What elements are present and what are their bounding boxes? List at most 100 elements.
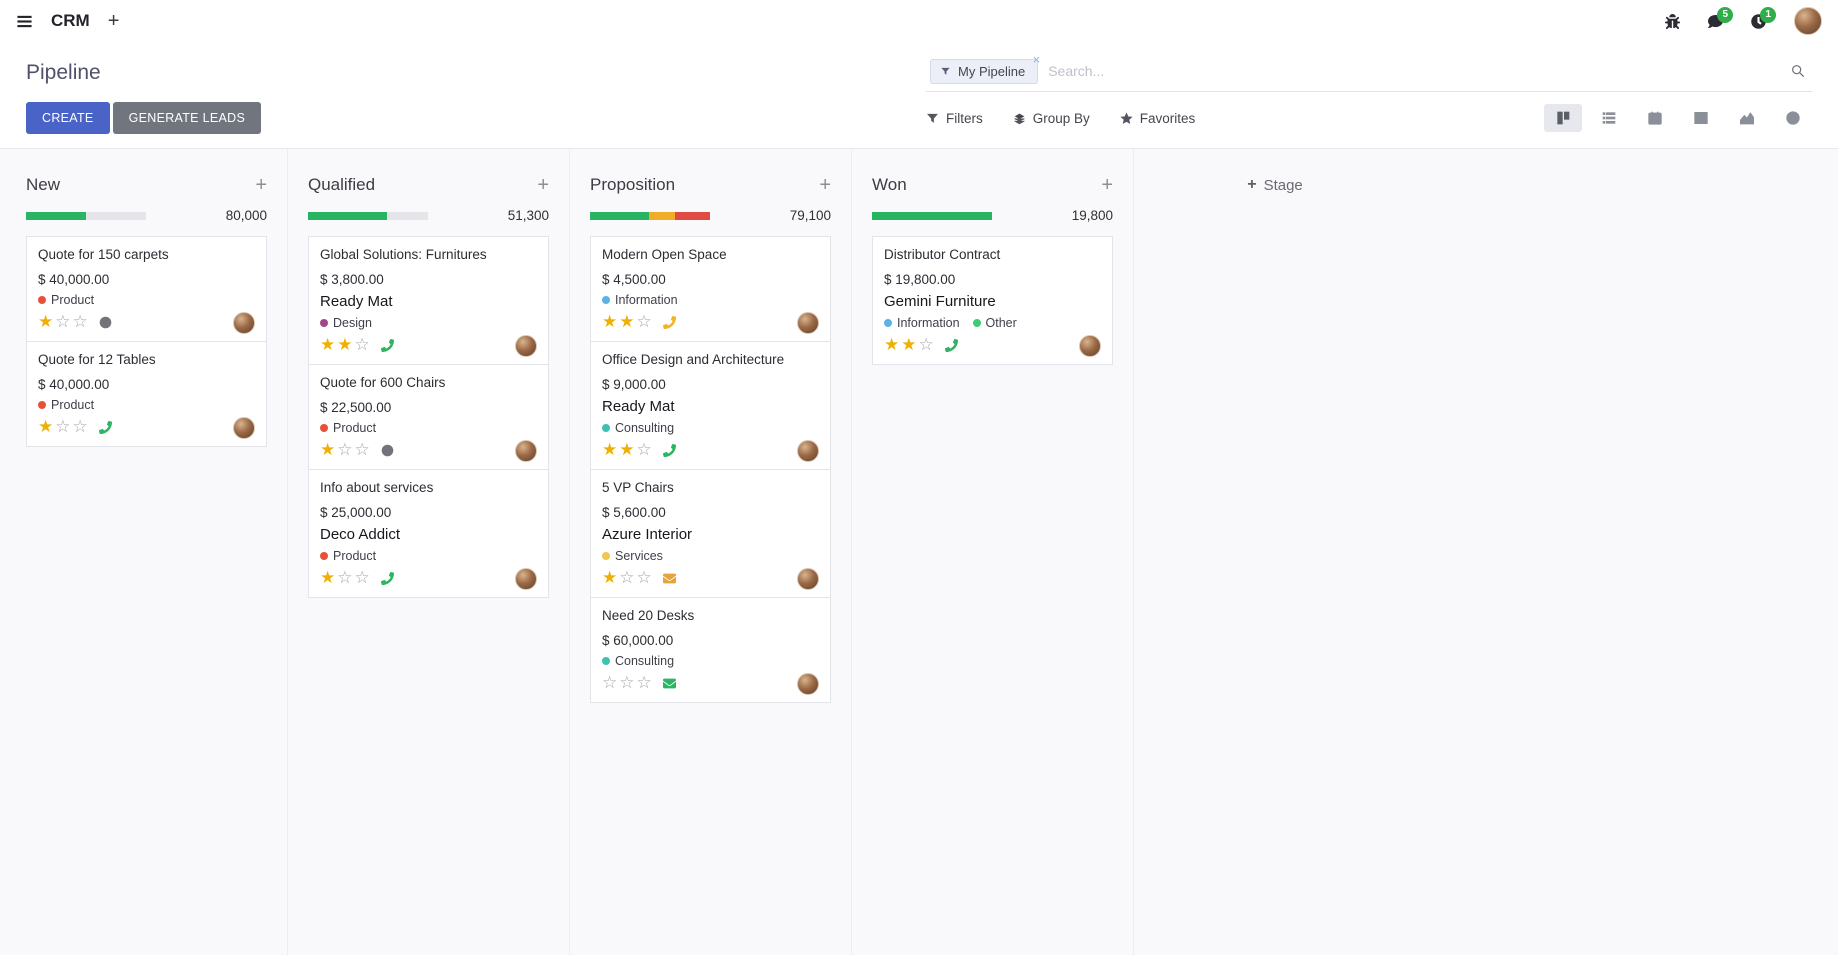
salesperson-avatar[interactable]: [515, 334, 537, 357]
kanban-card[interactable]: Global Solutions: Furnitures $ 3,800.00 …: [308, 236, 549, 365]
progress-segment[interactable]: [590, 211, 649, 220]
progress-segment[interactable]: [26, 211, 86, 220]
priority-star[interactable]: ☆: [354, 440, 370, 460]
priority-star[interactable]: ☆: [918, 335, 934, 355]
phone-activity-icon[interactable]: [380, 339, 394, 353]
facet-remove-icon[interactable]: ×: [1032, 51, 1041, 67]
calendar-view-button[interactable]: [1636, 104, 1674, 132]
priority-star[interactable]: ☆: [354, 568, 370, 588]
priority-star[interactable]: ★: [320, 335, 336, 355]
salesperson-avatar[interactable]: [797, 567, 819, 590]
kanban-card[interactable]: Quote for 12 Tables $ 40,000.00 Product …: [26, 340, 267, 447]
salesperson-avatar[interactable]: [797, 672, 819, 695]
card-title: Office Design and Architecture: [602, 351, 785, 367]
priority-star[interactable]: ★: [619, 440, 635, 460]
salesperson-avatar[interactable]: [797, 439, 819, 462]
kanban-card[interactable]: Quote for 600 Chairs $ 22,500.00 Product…: [308, 363, 549, 470]
list-view-button[interactable]: [1590, 104, 1628, 132]
generate-leads-button[interactable]: GENERATE LEADS: [112, 102, 262, 134]
priority-star[interactable]: ☆: [636, 673, 652, 692]
priority-star[interactable]: ☆: [55, 312, 71, 332]
kanban-card[interactable]: Quote for 150 carpets $ 40,000.00 Produc…: [26, 236, 267, 342]
kanban-card[interactable]: Distributor Contract $ 19,800.00 Gemini …: [872, 236, 1113, 365]
priority-star[interactable]: ☆: [602, 673, 618, 692]
salesperson-avatar[interactable]: [515, 567, 537, 590]
phone-activity-icon[interactable]: [380, 572, 394, 586]
add-record-icon[interactable]: +: [255, 174, 267, 196]
add-record-icon[interactable]: +: [819, 174, 831, 196]
progress-segment[interactable]: [675, 211, 710, 220]
filters-button[interactable]: Filters: [926, 111, 983, 126]
priority-star[interactable]: ☆: [354, 335, 370, 355]
salesperson-avatar[interactable]: [515, 439, 537, 462]
graph-view-button[interactable]: [1728, 104, 1766, 132]
phone-activity-icon[interactable]: [662, 444, 676, 458]
create-button[interactable]: CREATE: [26, 102, 110, 134]
hamburger-menu-icon[interactable]: [16, 13, 33, 30]
add-icon[interactable]: +: [107, 10, 120, 32]
column-progressbar[interactable]: [308, 211, 428, 220]
priority-star[interactable]: ★: [619, 312, 635, 332]
kanban-card[interactable]: Modern Open Space $ 4,500.00 Information…: [590, 236, 831, 342]
kanban-view-button[interactable]: [1544, 104, 1582, 132]
pivot-view-button[interactable]: [1682, 104, 1720, 132]
user-avatar[interactable]: [1794, 7, 1822, 35]
phone-activity-icon[interactable]: [944, 339, 958, 353]
clock-activity-icon[interactable]: [381, 444, 394, 457]
progress-segment[interactable]: [308, 211, 388, 220]
priority-star[interactable]: ☆: [72, 417, 88, 437]
progress-segment[interactable]: [648, 211, 676, 220]
messages-icon[interactable]: 5: [1708, 6, 1733, 29]
salesperson-avatar[interactable]: [233, 416, 255, 439]
priority-star[interactable]: ★: [901, 335, 917, 355]
kanban-card[interactable]: 5 VP Chairs $ 5,600.00 Azure Interior Se…: [590, 468, 831, 598]
priority-star[interactable]: ★: [602, 312, 618, 332]
kanban-card[interactable]: Info about services $ 25,000.00 Deco Add…: [308, 468, 549, 598]
progress-segment[interactable]: [872, 211, 992, 220]
priority-star[interactable]: ★: [602, 440, 618, 460]
column-progressbar[interactable]: [26, 211, 146, 220]
priority-star[interactable]: ☆: [619, 673, 635, 692]
priority-star[interactable]: ☆: [636, 568, 652, 588]
search-bar[interactable]: My Pipeline ×: [926, 53, 1812, 92]
app-name[interactable]: CRM: [51, 11, 90, 30]
salesperson-avatar[interactable]: [1079, 334, 1101, 357]
add-record-icon[interactable]: +: [1101, 174, 1113, 196]
search-input[interactable]: [1038, 59, 1790, 83]
priority-star[interactable]: ★: [337, 335, 353, 355]
priority-star[interactable]: ★: [38, 417, 54, 437]
priority-star[interactable]: ★: [602, 568, 618, 588]
priority-star[interactable]: ☆: [337, 568, 353, 588]
salesperson-avatar[interactable]: [797, 311, 819, 334]
salesperson-avatar[interactable]: [233, 311, 255, 334]
clock-activity-icon[interactable]: [99, 316, 112, 329]
priority-star[interactable]: ★: [320, 568, 336, 588]
kanban-card[interactable]: Need 20 Desks $ 60,000.00 Consulting ☆ ☆ ☆: [590, 596, 831, 703]
envelope-activity-icon[interactable]: [662, 572, 676, 585]
phone-activity-icon[interactable]: [662, 316, 676, 330]
kanban-card[interactable]: Office Design and Architecture $ 9,000.0…: [590, 340, 831, 470]
priority-star[interactable]: ☆: [619, 568, 635, 588]
add-stage-button[interactable]: + Stage: [1247, 176, 1303, 194]
column-progressbar[interactable]: [872, 211, 992, 220]
phone-activity-icon[interactable]: [98, 421, 112, 435]
search-facet[interactable]: My Pipeline ×: [930, 53, 1040, 84]
search-icon[interactable]: [1790, 63, 1806, 79]
group-by-button[interactable]: Group By: [1013, 111, 1090, 126]
priority-star[interactable]: ☆: [337, 440, 353, 460]
activities-icon[interactable]: 1: [1751, 6, 1776, 29]
priority-star[interactable]: ☆: [55, 417, 71, 437]
priority-star[interactable]: ☆: [636, 312, 652, 332]
envelope-activity-icon[interactable]: [662, 677, 676, 690]
column-progressbar[interactable]: [590, 211, 710, 220]
priority-star[interactable]: ☆: [72, 312, 88, 332]
add-record-icon[interactable]: +: [537, 174, 549, 196]
priority-star[interactable]: ★: [320, 440, 336, 460]
favorites-button[interactable]: Favorites: [1120, 111, 1195, 126]
priority-star[interactable]: ★: [884, 335, 900, 355]
activity-view-button[interactable]: [1774, 104, 1812, 132]
bug-icon[interactable]: [1665, 13, 1680, 29]
card-stars: ★ ☆ ☆: [320, 441, 372, 460]
priority-star[interactable]: ★: [38, 312, 54, 332]
priority-star[interactable]: ☆: [636, 440, 652, 460]
